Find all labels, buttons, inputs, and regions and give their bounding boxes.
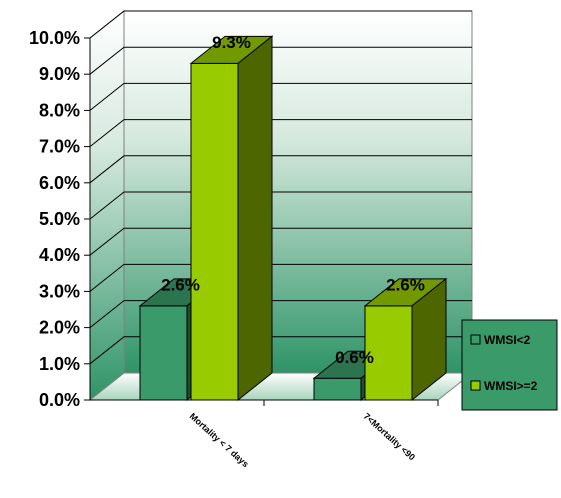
bar — [189, 35, 274, 402]
x-tick-label: Mortality < 7 days — [188, 411, 251, 469]
y-tick-label: 1.0% — [39, 354, 80, 374]
data-label: 2.6% — [161, 275, 200, 294]
gridline — [89, 46, 472, 75]
x-tick-label: 7<Mortality <90 — [362, 411, 417, 462]
y-tick-label: 0.0% — [39, 390, 80, 410]
y-axis: 0.0% 1.0% 2.0% 3.0% 4.0% 5.0% 6.0% 7.0% 8.0% 9.0%… — [29, 28, 91, 410]
y-tick-label: 10.0% — [29, 28, 80, 48]
y-tick-label: 7.0% — [39, 137, 80, 157]
gridline — [89, 263, 472, 292]
legend-swatch — [470, 334, 481, 345]
y-tick-label: 3.0% — [39, 281, 80, 301]
bar-side — [237, 35, 273, 402]
legend-swatch — [470, 380, 481, 391]
gridlines — [89, 10, 472, 365]
data-label: 0.6% — [335, 348, 374, 367]
y-tick-label: 8.0% — [39, 100, 80, 120]
gridline — [89, 227, 472, 256]
legend-label: WMSI>=2 — [484, 379, 538, 393]
y-tick-label: 6.0% — [39, 173, 80, 193]
y-tick-label: 4.0% — [39, 245, 80, 265]
bar-front — [190, 62, 239, 401]
gridline — [89, 155, 472, 184]
x-axis: Mortality < 7 days 7<Mortality <90 — [90, 399, 439, 469]
bars — [138, 35, 448, 402]
gridline — [89, 191, 472, 220]
data-labels: 2.6% 9.3% 0.6% 2.6% — [161, 33, 425, 367]
y-tick-label: 9.0% — [39, 64, 80, 84]
data-label: 2.6% — [386, 275, 425, 294]
gridline — [89, 82, 472, 111]
gridline — [89, 119, 472, 147]
bar-side — [411, 277, 447, 402]
y-tick-label: 5.0% — [39, 209, 80, 229]
legend: WMSI<2 WMSI>=2 — [461, 319, 558, 411]
bar-front — [313, 377, 362, 401]
bar — [363, 277, 448, 402]
gridline — [89, 336, 472, 365]
gridline — [89, 10, 472, 39]
legend-label: WMSI<2 — [484, 333, 531, 347]
y-tick-label: 2.0% — [39, 318, 80, 338]
bar-front — [139, 305, 188, 401]
data-label: 9.3% — [212, 33, 251, 52]
gridline — [89, 300, 472, 328]
